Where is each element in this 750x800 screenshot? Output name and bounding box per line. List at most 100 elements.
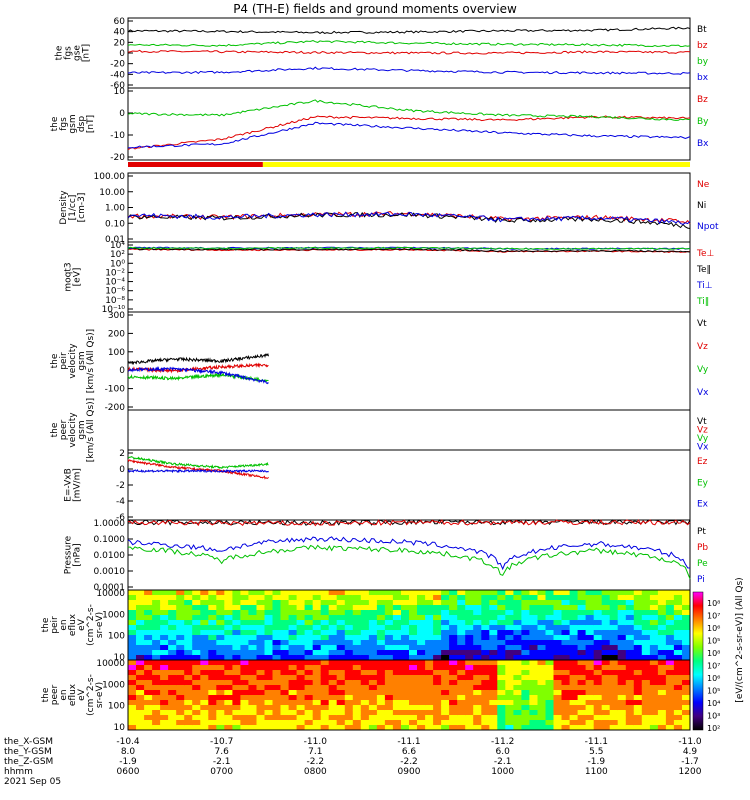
heatmap-cell	[665, 590, 675, 596]
heatmap-cell	[344, 685, 354, 691]
heatmap-cell	[545, 600, 554, 606]
heatmap-cell	[144, 640, 153, 646]
heatmap-cell	[232, 720, 241, 726]
heatmap-cell	[208, 600, 217, 606]
heatmap-cell	[296, 635, 306, 641]
heatmap-cell	[216, 615, 225, 621]
heatmap-cell	[521, 665, 530, 671]
heatmap-cell	[465, 690, 474, 696]
heatmap-cell	[352, 665, 362, 671]
heatmap-cell	[449, 625, 458, 631]
heatmap-cell	[513, 655, 522, 661]
heatmap-cell	[240, 630, 249, 636]
heatmap-cell	[144, 605, 153, 611]
heatmap-cell	[649, 620, 659, 626]
heatmap-cell	[264, 600, 273, 606]
heatmap-cell	[272, 700, 281, 706]
heatmap-cell	[417, 710, 426, 716]
legend-Vx: Vx	[697, 443, 709, 453]
heatmap-cell	[521, 600, 530, 606]
heatmap-cell	[633, 665, 643, 671]
heatmap-cell	[625, 605, 635, 611]
heatmap-cell	[545, 620, 554, 626]
heatmap-cell	[617, 605, 627, 611]
heatmap-cell	[657, 705, 667, 711]
heatmap-cell	[569, 675, 579, 681]
heatmap-cell	[401, 625, 410, 631]
x-tick-label: -2.2	[400, 757, 418, 767]
heatmap-cell	[144, 700, 153, 706]
heatmap-cell	[264, 635, 273, 641]
heatmap-cell	[657, 690, 667, 696]
heatmap-cell	[288, 610, 298, 616]
heatmap-cell	[256, 700, 265, 706]
heatmap-cell	[561, 675, 570, 681]
heatmap-cell	[176, 695, 185, 701]
heatmap-cell	[392, 710, 402, 716]
heatmap-cell	[176, 675, 185, 681]
heatmap-cell	[682, 725, 691, 731]
heatmap-cell	[401, 685, 410, 691]
y-tick-label: 10000	[96, 589, 125, 599]
heatmap-cell	[144, 710, 153, 716]
heatmap-cell	[609, 600, 619, 606]
heatmap-cell	[128, 600, 137, 606]
heatmap-cell	[168, 715, 177, 721]
heatmap-cell	[625, 660, 635, 666]
heatmap-cell	[328, 610, 338, 616]
heatmap-cell	[272, 725, 281, 731]
heatmap-cell	[497, 655, 506, 661]
heatmap-cell	[465, 700, 474, 706]
heatmap-cell	[521, 625, 530, 631]
heatmap-cell	[401, 695, 410, 701]
heatmap-cell	[593, 640, 603, 646]
heatmap-cell	[224, 700, 233, 706]
heatmap-cell	[288, 685, 298, 691]
heatmap-cell	[425, 645, 434, 651]
series-line-Ey	[127, 455, 269, 470]
heatmap-cell	[224, 605, 233, 611]
heatmap-cell	[425, 620, 434, 626]
heatmap-cell	[384, 700, 394, 706]
heatmap-cell	[545, 670, 554, 676]
heatmap-cell	[409, 690, 418, 696]
heatmap-cell	[344, 600, 354, 606]
heatmap-cell	[425, 600, 434, 606]
heatmap-cell	[192, 660, 201, 666]
heatmap-cell	[649, 590, 659, 596]
heatmap-cell	[497, 710, 506, 716]
heatmap-cell	[505, 690, 514, 696]
heatmap-cell	[240, 605, 249, 611]
heatmap-cell	[128, 715, 137, 721]
heatmap-cell	[665, 705, 675, 711]
heatmap-cell	[240, 655, 249, 661]
heatmap-cell	[641, 665, 651, 671]
heatmap-cell	[617, 600, 627, 606]
heatmap-cell	[264, 640, 273, 646]
heatmap-cell	[473, 680, 482, 686]
heatmap-cell	[240, 710, 249, 716]
heatmap-cell	[264, 670, 273, 676]
heatmap-cell	[537, 715, 546, 721]
heatmap-cell	[280, 665, 289, 671]
heatmap-cell	[625, 590, 635, 596]
heatmap-cell	[184, 615, 193, 621]
heatmap-cell	[657, 650, 667, 656]
heatmap-cell	[216, 605, 225, 611]
heatmap-cell	[569, 720, 579, 726]
heatmap-cell	[417, 660, 426, 666]
heatmap-cell	[617, 720, 627, 726]
heatmap-cell	[433, 710, 442, 716]
heatmap-cell	[336, 660, 346, 666]
heatmap-cell	[513, 610, 522, 616]
heatmap-cell	[585, 650, 595, 656]
heatmap-cell	[433, 625, 442, 631]
heatmap-cell	[553, 610, 562, 616]
heatmap-cell	[296, 705, 306, 711]
heatmap-cell	[593, 590, 603, 596]
heatmap-cell	[529, 635, 538, 641]
heatmap-cell	[360, 630, 370, 636]
heatmap-cell	[561, 590, 570, 596]
heatmap-cell	[280, 690, 289, 696]
heatmap-cell	[617, 710, 627, 716]
